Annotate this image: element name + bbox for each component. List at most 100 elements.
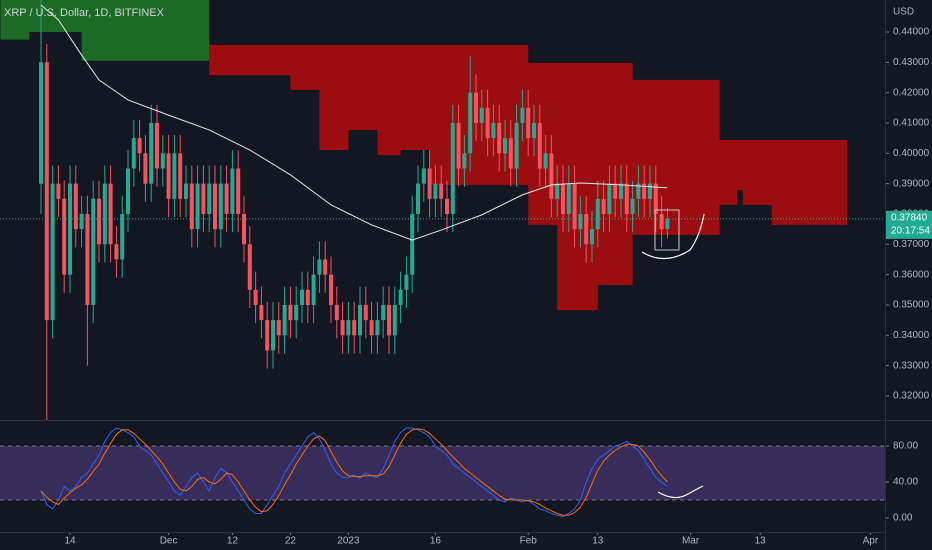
candle-body bbox=[155, 122, 160, 169]
candle-body bbox=[560, 183, 565, 214]
y-tick-label: 40.00 bbox=[893, 477, 918, 488]
candle-body bbox=[62, 198, 67, 275]
candle-body bbox=[328, 274, 333, 305]
candle-body bbox=[91, 198, 96, 305]
y-tick-label: 0.32000 bbox=[893, 391, 930, 402]
candle-body bbox=[218, 183, 223, 230]
candle-body bbox=[143, 153, 148, 184]
countdown: 20:17:54 bbox=[891, 225, 930, 236]
candle-body bbox=[317, 259, 322, 275]
candle-body bbox=[497, 122, 502, 154]
candle-body bbox=[665, 218, 670, 230]
candle-body bbox=[149, 122, 154, 184]
x-tick-label: 16 bbox=[430, 536, 442, 547]
candle-body bbox=[549, 153, 554, 199]
candle-body bbox=[230, 168, 235, 214]
candle-body bbox=[247, 244, 252, 290]
candle-body bbox=[131, 138, 136, 169]
candle-body bbox=[647, 183, 652, 199]
candle-body bbox=[97, 198, 102, 245]
candle-body bbox=[172, 153, 177, 199]
y-tick-label: 0.40000 bbox=[893, 148, 930, 159]
candle-body bbox=[659, 213, 664, 230]
candle-body bbox=[473, 92, 478, 123]
candle-body bbox=[323, 259, 328, 275]
x-tick-label: 13 bbox=[592, 536, 604, 547]
axis-unit: USD bbox=[893, 7, 914, 18]
y-tick-label: 0.42000 bbox=[893, 87, 930, 98]
x-tick-label: Mar bbox=[682, 536, 700, 547]
candle-body bbox=[85, 213, 90, 305]
candle-body bbox=[299, 289, 304, 305]
x-tick-label: 2023 bbox=[337, 536, 360, 547]
candle-body bbox=[502, 138, 507, 154]
candle-body bbox=[444, 198, 449, 214]
cloud bbox=[209, 45, 848, 311]
candle-body bbox=[462, 153, 467, 169]
candle-body bbox=[73, 183, 78, 230]
candle-body bbox=[572, 183, 577, 230]
oscillator-line bbox=[40, 428, 668, 516]
candle-body bbox=[531, 122, 536, 139]
candle-body bbox=[508, 138, 513, 169]
x-tick-label: Apr bbox=[863, 536, 879, 547]
candle-body bbox=[166, 153, 171, 199]
moving-average bbox=[40, 4, 668, 241]
candle-body bbox=[537, 122, 542, 169]
candle-body bbox=[479, 107, 484, 123]
candle-body bbox=[160, 153, 165, 169]
candle-body bbox=[178, 153, 183, 199]
chart-title: XRP / U.S. Dollar, 1D, BITFINEX bbox=[4, 7, 165, 19]
candle-body bbox=[514, 122, 519, 169]
candle-body bbox=[340, 320, 345, 336]
candle-body bbox=[421, 168, 426, 184]
candle-body bbox=[439, 183, 444, 199]
candle-body bbox=[79, 213, 84, 230]
candle-body bbox=[404, 274, 409, 290]
candle-body bbox=[601, 198, 606, 214]
last-price-box bbox=[886, 210, 932, 239]
candle-body bbox=[375, 320, 380, 336]
candle-body bbox=[346, 320, 351, 336]
candle-body bbox=[213, 183, 218, 230]
candle-body bbox=[410, 213, 415, 275]
candle-body bbox=[68, 183, 73, 275]
x-tick-label: 14 bbox=[64, 536, 76, 547]
candle-body bbox=[276, 320, 281, 336]
candle-body bbox=[352, 320, 357, 336]
candle-body bbox=[618, 183, 623, 199]
candle-body bbox=[491, 122, 496, 139]
candle-body bbox=[126, 168, 131, 214]
candle-body bbox=[589, 229, 594, 245]
candle-body bbox=[282, 304, 287, 336]
candle-body bbox=[630, 198, 635, 214]
candle-body bbox=[195, 183, 200, 230]
candle-body bbox=[450, 122, 455, 214]
candle-body bbox=[363, 304, 368, 321]
candle-body bbox=[636, 183, 641, 199]
candle-body bbox=[311, 274, 316, 305]
candle-body bbox=[386, 304, 391, 336]
candle-body bbox=[201, 183, 206, 214]
candle-body bbox=[253, 289, 258, 305]
candle-body bbox=[50, 183, 55, 321]
candle-body bbox=[566, 183, 571, 214]
candle-body bbox=[120, 213, 125, 260]
candle-body bbox=[137, 138, 142, 154]
candle-body bbox=[39, 62, 44, 184]
candle-body bbox=[44, 62, 49, 321]
candle-body bbox=[468, 92, 473, 154]
candle-body bbox=[102, 183, 107, 245]
drawing-box bbox=[654, 209, 680, 251]
candle-body bbox=[584, 213, 589, 245]
candle-body bbox=[259, 304, 264, 321]
candle-body bbox=[485, 107, 490, 139]
candle-body bbox=[392, 304, 397, 336]
candle-body bbox=[334, 304, 339, 321]
candle-body bbox=[184, 183, 189, 199]
candle-body bbox=[224, 183, 229, 214]
candle-body bbox=[555, 183, 560, 199]
candle-body bbox=[526, 107, 531, 139]
y-tick-label: 0.36000 bbox=[893, 269, 930, 280]
